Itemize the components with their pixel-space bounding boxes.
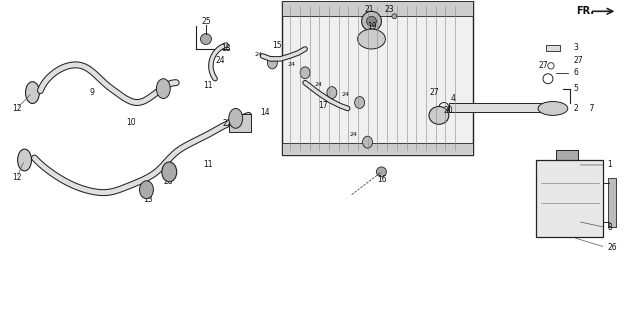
Text: 17: 17 xyxy=(318,101,327,110)
Circle shape xyxy=(362,11,381,31)
Text: 3: 3 xyxy=(574,44,579,52)
Text: 16: 16 xyxy=(377,175,387,184)
Bar xyxy=(449,102,543,112)
Ellipse shape xyxy=(18,149,32,171)
Text: 24: 24 xyxy=(254,52,262,57)
Text: 24: 24 xyxy=(350,132,358,137)
Ellipse shape xyxy=(355,97,365,108)
Text: 10: 10 xyxy=(127,118,136,127)
Text: 24: 24 xyxy=(287,62,295,67)
Text: 22: 22 xyxy=(223,119,232,128)
Text: 19: 19 xyxy=(367,22,377,31)
Ellipse shape xyxy=(358,29,386,49)
Bar xyxy=(608,178,616,228)
Bar xyxy=(546,45,560,51)
Text: 11: 11 xyxy=(203,81,213,90)
Circle shape xyxy=(367,16,377,26)
Text: 5: 5 xyxy=(574,84,579,93)
Text: 24: 24 xyxy=(216,56,225,65)
Ellipse shape xyxy=(139,181,153,199)
Ellipse shape xyxy=(547,227,565,236)
Text: 8: 8 xyxy=(608,223,612,232)
Ellipse shape xyxy=(300,67,310,79)
Text: 1: 1 xyxy=(608,160,612,170)
Bar xyxy=(229,114,251,132)
Text: 27: 27 xyxy=(538,61,548,70)
Text: 23: 23 xyxy=(384,5,394,14)
Bar xyxy=(556,150,578,160)
Ellipse shape xyxy=(156,79,170,99)
Text: 18: 18 xyxy=(221,44,230,53)
Bar xyxy=(282,1,473,155)
Ellipse shape xyxy=(327,87,337,99)
Text: 7: 7 xyxy=(580,104,594,113)
Text: FR.: FR. xyxy=(575,6,594,16)
Ellipse shape xyxy=(25,82,39,103)
Circle shape xyxy=(377,167,386,177)
Ellipse shape xyxy=(538,101,568,116)
Text: 12: 12 xyxy=(13,173,22,182)
Text: 28: 28 xyxy=(163,177,173,186)
Text: 25: 25 xyxy=(201,17,211,26)
Text: 26: 26 xyxy=(608,243,617,252)
Circle shape xyxy=(201,34,211,44)
Text: 27: 27 xyxy=(574,56,584,65)
Text: 21: 21 xyxy=(365,5,374,14)
Text: 20: 20 xyxy=(444,106,454,115)
Ellipse shape xyxy=(162,162,177,182)
Text: 12: 12 xyxy=(13,104,22,113)
Text: 14: 14 xyxy=(261,108,270,117)
Ellipse shape xyxy=(268,57,278,69)
Ellipse shape xyxy=(229,108,243,128)
Bar xyxy=(536,160,603,237)
Circle shape xyxy=(392,14,397,19)
Text: 24: 24 xyxy=(342,92,350,97)
Bar xyxy=(282,1,473,16)
Text: 24: 24 xyxy=(314,82,322,87)
Text: 27: 27 xyxy=(429,88,439,97)
Text: 6: 6 xyxy=(574,68,579,77)
Text: 13: 13 xyxy=(143,195,153,204)
Bar xyxy=(282,143,473,155)
Text: 2: 2 xyxy=(574,104,579,113)
Text: 9: 9 xyxy=(90,88,95,97)
Text: 15: 15 xyxy=(273,42,282,51)
Text: 11: 11 xyxy=(203,160,213,170)
Ellipse shape xyxy=(429,107,449,124)
Ellipse shape xyxy=(363,136,372,148)
Text: 4: 4 xyxy=(451,94,456,103)
